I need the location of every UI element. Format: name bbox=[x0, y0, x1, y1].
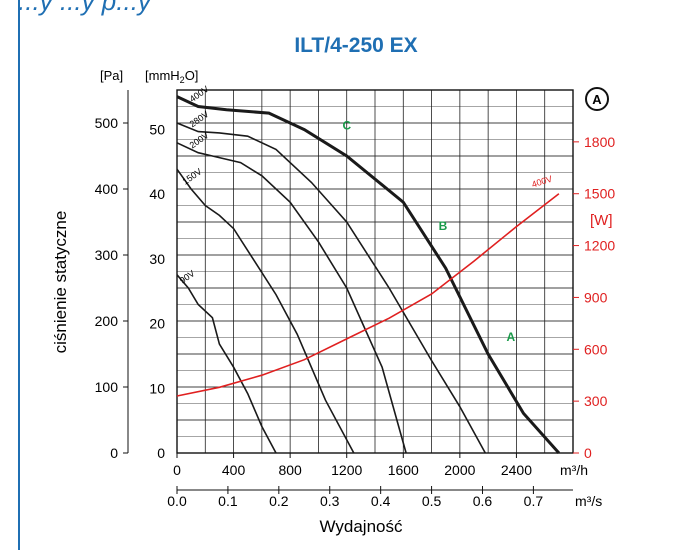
pressure-curve-label: 280V bbox=[188, 109, 211, 129]
tick-label-m3s: 0.7 bbox=[524, 493, 544, 509]
pressure-curve bbox=[176, 142, 407, 454]
header-text: ...y ...y p...y bbox=[18, 0, 151, 16]
tick-label-pa: 300 bbox=[95, 247, 119, 263]
power-unit: [W] bbox=[590, 212, 613, 229]
tick-label-m3s: 0.0 bbox=[167, 493, 187, 509]
chart-title: ILT/4-250 EX bbox=[294, 34, 417, 57]
tick-label-pa: 200 bbox=[95, 313, 119, 329]
operating-points: C B A bbox=[342, 119, 515, 344]
tick-label-w: 600 bbox=[584, 341, 608, 357]
tick-label-pa: 100 bbox=[95, 379, 119, 395]
tick-label-mmh2o: 30 bbox=[149, 251, 165, 267]
pressure-curve bbox=[176, 95, 561, 454]
x-unit-m3h: m³/h bbox=[560, 462, 588, 478]
y-axis-label: ciśnienie statyczne bbox=[51, 211, 70, 354]
x-axis-label: Wydajność bbox=[320, 517, 403, 536]
tick-label-pa: 400 bbox=[95, 181, 119, 197]
tick-label-m3h: 400 bbox=[222, 462, 246, 478]
x-unit-m3s: m³/s bbox=[575, 493, 602, 509]
power-curve bbox=[176, 193, 560, 397]
pressure-curve-label: 400V bbox=[188, 84, 211, 104]
pressure-curve-label: 90V bbox=[178, 268, 197, 285]
tick-label-m3s: 0.3 bbox=[320, 493, 340, 509]
tick-label-m3h: 2000 bbox=[444, 462, 475, 478]
tick-label-m3h: 800 bbox=[278, 462, 302, 478]
pressure-curve bbox=[176, 168, 355, 454]
tick-label-mmh2o: 10 bbox=[149, 380, 165, 396]
tick-label-mmh2o: 40 bbox=[149, 186, 165, 202]
tick-label-m3h: 0 bbox=[173, 462, 181, 478]
pressure-curve-label: 200V bbox=[188, 130, 211, 150]
tick-label-m3s: 0.2 bbox=[269, 493, 289, 509]
plot-border bbox=[176, 89, 574, 454]
outer-border bbox=[18, 0, 678, 555]
y-unit-mmh2o: [mmH2O] bbox=[145, 68, 198, 85]
tick-label-m3h: 1600 bbox=[388, 462, 419, 478]
tick-label-m3h: 1200 bbox=[331, 462, 362, 478]
tick-label-m3h: 2400 bbox=[501, 462, 532, 478]
tick-label-pa: 500 bbox=[95, 115, 119, 131]
operating-point-label: B bbox=[439, 219, 448, 233]
marker-label: A bbox=[592, 92, 602, 107]
tick-label-pa: 0 bbox=[110, 445, 118, 461]
tick-label-m3s: 0.5 bbox=[422, 493, 442, 509]
tick-label-w: 300 bbox=[584, 393, 608, 409]
tick-label-m3s: 0.4 bbox=[371, 493, 391, 509]
tick-label-m3s: 0.6 bbox=[473, 493, 493, 509]
operating-point-label: C bbox=[342, 119, 351, 133]
operating-point-label: A bbox=[507, 330, 516, 344]
pressure-curve bbox=[176, 274, 277, 454]
pressure-curve bbox=[176, 122, 487, 454]
tick-label-mmh2o: 50 bbox=[149, 121, 165, 137]
tick-label-w: 0 bbox=[584, 445, 592, 461]
power-curve-label: 400V bbox=[530, 174, 553, 190]
tick-label-w: 1200 bbox=[584, 238, 615, 254]
tick-label-w: 1500 bbox=[584, 186, 615, 202]
tick-label-w: 1800 bbox=[584, 134, 615, 150]
tick-label-mmh2o: 20 bbox=[149, 316, 165, 332]
axes bbox=[127, 89, 574, 491]
pressure-curve-label: 150V bbox=[181, 166, 204, 186]
marker-circle bbox=[585, 87, 609, 111]
tick-label-w: 900 bbox=[584, 289, 608, 305]
tick-label-m3s: 0.1 bbox=[218, 493, 238, 509]
grid bbox=[177, 90, 573, 453]
y-unit-pa: [Pa] bbox=[100, 68, 123, 83]
tick-label-mmh2o: 0 bbox=[157, 445, 165, 461]
